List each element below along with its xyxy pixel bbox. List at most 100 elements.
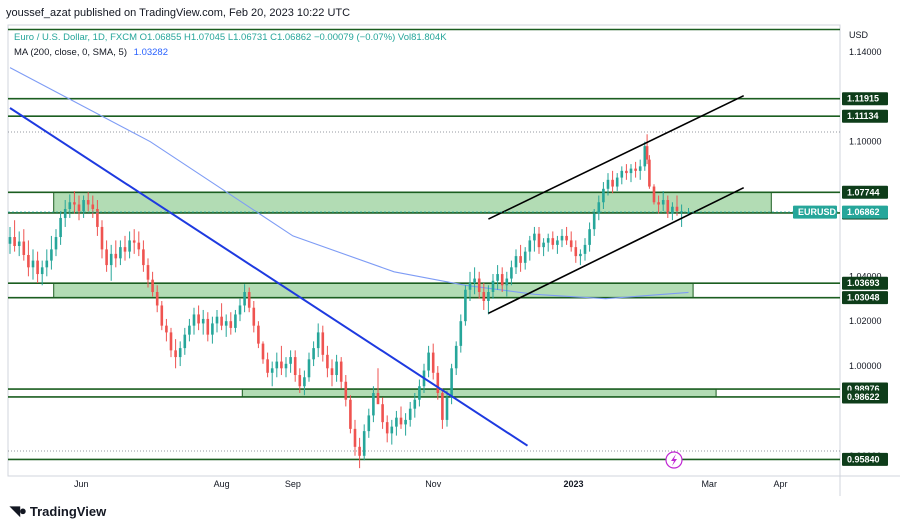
candle-body <box>468 283 472 290</box>
price-tick-label: 1.04000 <box>849 271 882 281</box>
candle-body <box>326 354 329 369</box>
candle-body <box>257 325 260 344</box>
candle-body <box>17 241 21 247</box>
candle-body <box>602 188 605 203</box>
legend-ma-value: 1.03282 <box>134 47 168 58</box>
candle-body <box>597 202 601 214</box>
candle-body <box>266 359 269 373</box>
candle-body <box>284 363 288 369</box>
candle-body <box>316 332 320 349</box>
footer-brand: TradingView <box>29 503 107 519</box>
candle-body <box>431 352 435 373</box>
symbol-tag[interactable] <box>793 205 837 219</box>
tradingview-logo-icon: ◥● <box>10 503 27 518</box>
candle-body <box>234 314 237 328</box>
candle-body <box>174 350 177 358</box>
candle-body <box>128 240 131 252</box>
price-chart[interactable]: USD 1.14000 1.10000 1.04000 1.02000 1.00000 0… <box>0 22 900 496</box>
candle-body <box>464 289 467 322</box>
candle-body <box>381 404 384 423</box>
candle-body <box>546 238 550 243</box>
time-tick-label: Apr <box>773 479 787 489</box>
candle-body <box>441 392 444 420</box>
candle-body <box>146 265 150 280</box>
chart-pane[interactable] <box>7 24 841 477</box>
level-badge-label: 1.03048 <box>847 293 880 303</box>
level-badge <box>842 390 888 404</box>
candle-body <box>45 260 49 268</box>
support-resistance-zone[interactable] <box>53 282 694 299</box>
candle-body <box>638 166 642 171</box>
level-badge-label: 1.11915 <box>847 94 879 104</box>
candle-body <box>477 278 481 293</box>
price-tick-label: 1.00000 <box>849 361 882 371</box>
level-badge <box>842 92 888 106</box>
support-resistance-zone[interactable] <box>241 388 717 398</box>
candle-body <box>643 146 647 167</box>
legend-ma-label: MA (200, close, 0, SMA, 5) <box>14 47 127 58</box>
candle-body <box>275 361 279 369</box>
moving-average-line <box>9 67 689 300</box>
candle-body <box>459 321 463 346</box>
candle-body <box>390 426 394 434</box>
candle-body <box>31 260 35 268</box>
candle-body <box>385 422 389 434</box>
current-price-badge <box>842 205 888 219</box>
legend-symbol-line: Euro / U.S. Dollar, 1D, FXCM O1.06855 H1… <box>14 32 447 43</box>
time-tick-label: Sep <box>285 479 301 489</box>
candle-body <box>560 235 564 241</box>
candle-body <box>358 446 361 456</box>
candle-body <box>335 361 338 376</box>
svg-text:MA (200, close, 0, SMA, 5): MA (200, close, 0, SMA, 5) 1.03282 <box>14 47 168 58</box>
candle-body <box>404 419 407 425</box>
candle-body <box>418 386 421 400</box>
time-tick-label: Aug <box>214 479 230 489</box>
candle-body <box>86 200 90 205</box>
candle-body <box>645 146 649 160</box>
publisher-line: youssef_azat published on TradingView.co… <box>6 7 351 19</box>
candle-body <box>611 179 614 187</box>
channel-upper-line[interactable] <box>488 94 745 220</box>
candle-body <box>615 177 619 187</box>
candle-body <box>298 375 302 387</box>
candle-body <box>551 238 555 245</box>
candle-body <box>523 251 527 263</box>
channel-lower-line[interactable] <box>488 186 745 315</box>
candle-body <box>473 278 476 284</box>
candle-body <box>119 247 122 259</box>
candle-body <box>307 359 311 378</box>
candle-body <box>247 292 251 308</box>
level-badge-label: 0.98622 <box>847 392 880 402</box>
current-price-label: 1.06862 <box>847 207 880 217</box>
candle-body <box>482 292 486 301</box>
candle-body <box>556 240 559 245</box>
candle-body <box>353 428 357 447</box>
candle-body <box>188 325 191 335</box>
candle-body <box>197 314 200 324</box>
candle-body <box>312 348 315 360</box>
candle-body <box>500 274 504 286</box>
candle-body <box>510 267 513 279</box>
descending-trendline[interactable] <box>9 107 529 447</box>
candle-body <box>192 314 196 326</box>
candle-body <box>395 417 398 427</box>
candle-body <box>114 253 118 259</box>
level-badge <box>842 291 888 305</box>
candle-body <box>583 244 587 254</box>
candle-body <box>22 241 26 255</box>
time-tick-label: Nov <box>425 479 442 489</box>
candle-body <box>280 361 283 369</box>
candle-body <box>243 292 246 306</box>
candle-body <box>687 212 690 214</box>
level-badge <box>842 185 888 199</box>
lightning-icon[interactable] <box>665 451 683 469</box>
candle-body <box>671 206 674 214</box>
candle-body <box>165 325 168 333</box>
price-tick-label: 1.14000 <box>849 47 882 57</box>
candle-body <box>450 368 453 398</box>
candle-body <box>445 397 449 420</box>
candle-body <box>183 334 187 349</box>
time-tick-label: Jun <box>74 479 89 489</box>
candle-body <box>73 202 76 205</box>
level-badge <box>842 276 888 290</box>
